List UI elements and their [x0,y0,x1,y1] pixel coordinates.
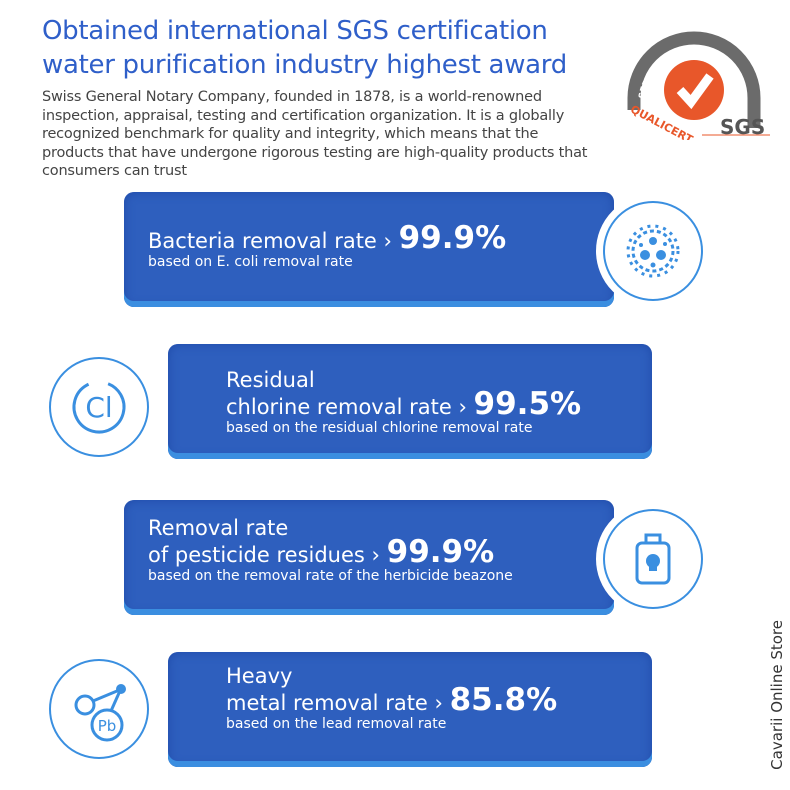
bacteria-icon-badge [596,194,710,308]
card-label-line1: Removal rate [148,516,289,540]
headline: Obtained international SGS certification… [42,14,567,82]
chlorine-symbol: Cl [85,391,112,424]
card-value: 85.8% [449,682,558,718]
card-value: 99.9% [398,220,507,256]
headline-line-2: water purification industry highest awar… [42,50,567,80]
card-label: chlorine removal rate › [226,395,467,419]
card-label: of pesticide residues › [148,543,380,567]
chlorine-icon: Cl [72,380,126,434]
pesticide-card: Removal rate of pesticide residues › 99.… [124,500,614,615]
lead-icon-badge: Pb [42,652,156,766]
heavy-metal-card: Heavy metal removal rate › 85.8% based o… [168,652,652,767]
bacteria-card: Bacteria removal rate › 99.9% based on E… [124,192,614,307]
card-label: Bacteria removal rate › [148,229,392,253]
bacteria-icon [626,224,680,278]
sgs-certification-logo: SERVICES CERTIFICATION QUALICERT SGS [627,31,770,140]
card-label: metal removal rate › [226,691,443,715]
store-watermark: Cavarii Online Store [768,620,786,770]
description: Swiss General Notary Company, founded in… [42,89,588,179]
lead-symbol: Pb [98,717,117,735]
headline-line-1: Obtained international SGS certification [42,16,548,46]
card-note: based on the removal rate of the herbici… [148,568,513,584]
pesticide-icon-badge [596,502,710,616]
card-note: based on E. coli removal rate [148,254,353,270]
card-label-line1: Residual [226,368,315,392]
card-value: 99.5% [473,386,582,422]
card-label-line1: Heavy [226,664,293,688]
card-note: based on the residual chlorine removal r… [226,420,533,436]
card-note: based on the lead removal rate [226,716,447,732]
chlorine-card: Residual chlorine removal rate › 99.5% b… [168,344,652,459]
lead-molecule-icon: Pb [74,684,126,742]
card-value: 99.9% [386,534,495,570]
pesticide-bottle-icon [635,533,671,585]
chlorine-icon-badge: Cl [42,350,156,464]
